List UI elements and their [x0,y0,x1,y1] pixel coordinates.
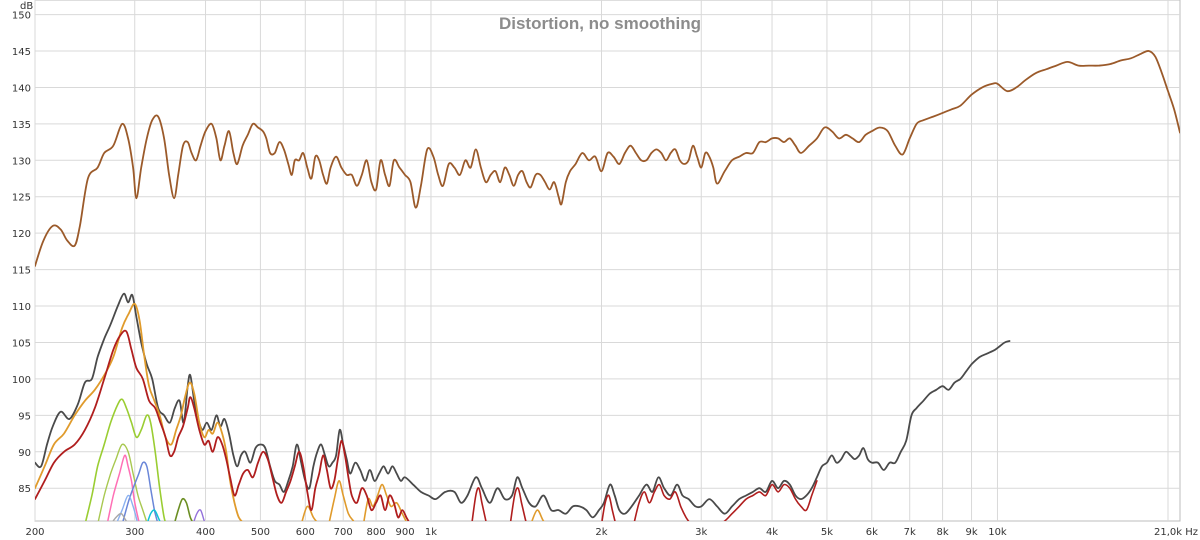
x-tick-label: 7k [904,527,916,538]
x-tick-label: 2k [595,527,607,538]
x-tick-label: 900 [395,527,414,538]
x-tick-label: 8k [936,527,948,538]
series-line [122,461,158,521]
x-tick-label: 800 [367,527,386,538]
x-tick-label: 600 [296,527,315,538]
x-tick-label: 4k [766,527,778,538]
y-tick-label: 100 [12,375,31,386]
y-tick-label: 115 [12,266,31,277]
y-tick-label: 150 [12,11,31,22]
series-line [35,50,1180,267]
x-tick-label: 400 [196,527,215,538]
chart-title: Distortion, no smoothing [499,14,701,33]
y-axis-ticks: 85 90 95 100 105 110 115 120 125 130 135 140 145 150 [12,11,31,496]
series-line [35,292,1011,519]
series-line [147,509,161,521]
y-tick-label: 95 [18,411,31,422]
y-tick-label: 105 [12,338,31,349]
x-tick-label: 1k [425,527,437,538]
series-group [35,50,1180,521]
series-line [112,512,128,521]
series-line [193,509,206,521]
series-line [116,494,138,521]
y-tick-label: 130 [12,156,31,167]
x-tick-label: 300 [125,527,144,538]
x-tick-label: 5k [821,527,833,538]
series-line [107,454,140,521]
x-tick-label: 9k [965,527,977,538]
series-line [509,487,527,521]
series-line [531,509,545,521]
y-tick-label: 145 [12,47,31,58]
x-tick-label: 6k [866,527,878,538]
series-line [363,483,407,521]
series-line [97,443,148,521]
y-tick-label: 140 [12,83,31,94]
grid-lines [34,0,1181,522]
series-line [723,480,818,521]
x-tick-label: 3k [695,527,707,538]
y-tick-label: 90 [18,448,31,459]
y-axis-label: dB [20,1,33,12]
series-line [328,480,355,521]
y-tick-label: 120 [12,229,31,240]
series-line [35,329,410,521]
x-tick-label: 10k [988,527,1007,538]
x-tick-label: 21,0k Hz [1154,527,1198,538]
y-tick-label: 110 [12,302,31,313]
y-tick-label: 135 [12,120,31,131]
x-axis-ticks: 200 300 400 500 600 700 800 900 1k 2k 3k 4k 5k 6k 7k 8k… [25,527,1198,538]
x-tick-label: 200 [25,527,44,538]
series-line [633,483,690,521]
y-tick-label: 85 [18,484,31,495]
series-line [174,497,193,521]
series-line [601,494,616,521]
x-tick-label: 700 [334,527,353,538]
series-line [84,398,166,521]
series-line [471,487,487,521]
x-tick-label: 500 [251,527,270,538]
y-tick-label: 125 [12,193,31,204]
